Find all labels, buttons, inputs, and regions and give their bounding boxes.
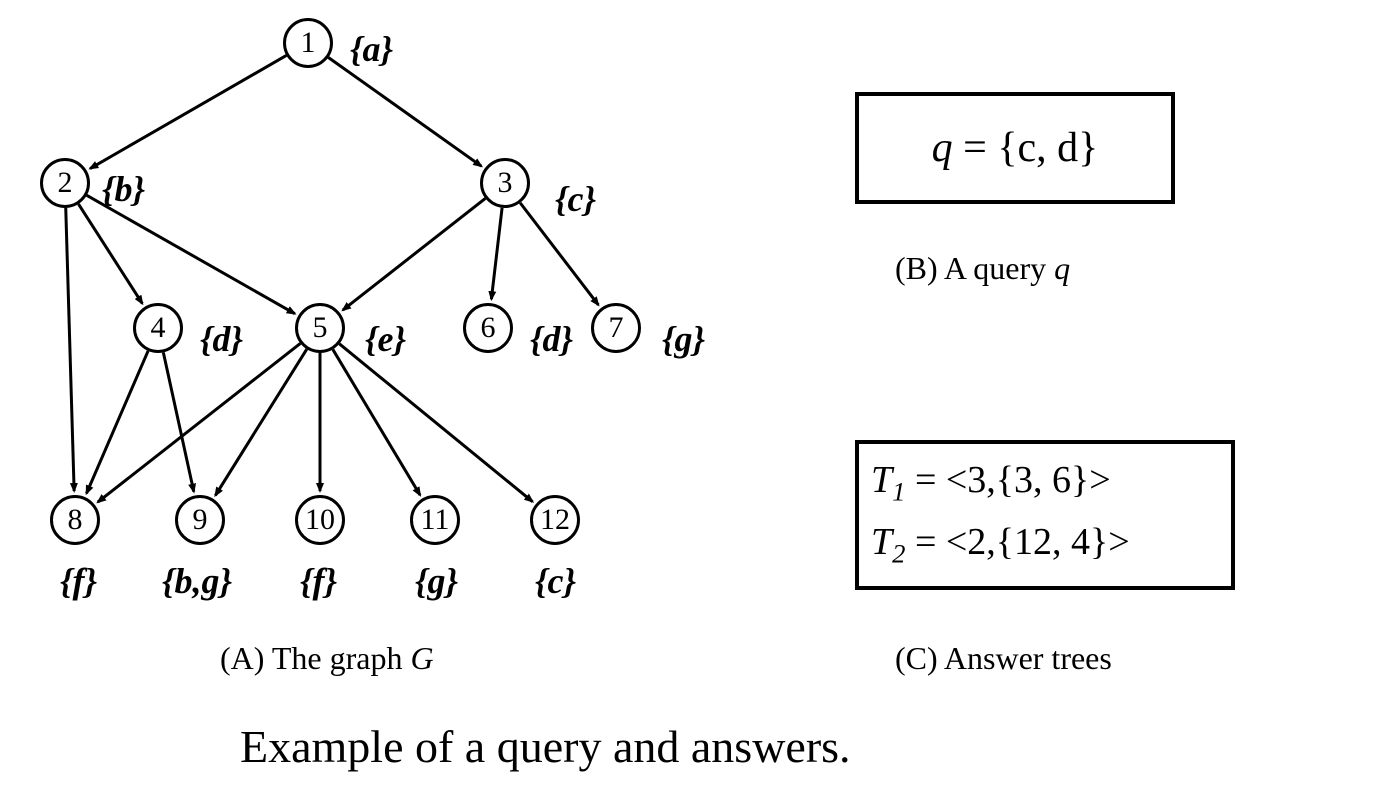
graph-node-3: 3 xyxy=(480,158,530,208)
edge-5-9 xyxy=(215,349,306,495)
graph-node-2: 2 xyxy=(40,158,90,208)
edge-4-8 xyxy=(87,351,149,493)
graph-node-label-6: {d} xyxy=(530,318,573,360)
graph-node-label-7: {g} xyxy=(662,318,705,360)
answer-rest: = <3,{3, 6}> xyxy=(905,459,1110,501)
answer-line-1: T1 = <3,{3, 6}> xyxy=(871,458,1111,508)
graph-node-7: 7 xyxy=(591,303,641,353)
graph-node-5: 5 xyxy=(295,303,345,353)
caption-a-text: (A) The graph xyxy=(220,640,410,676)
caption-b-text: (B) A query xyxy=(895,250,1054,286)
main-caption-text: Example of a query and answers. xyxy=(240,721,851,772)
graph-node-4: 4 xyxy=(133,303,183,353)
graph-node-label-11: {g} xyxy=(415,560,458,602)
graph-node-label-1: {a} xyxy=(350,28,393,70)
answer-sub: 1 xyxy=(892,477,905,507)
edge-2-8 xyxy=(66,208,74,491)
graph-node-label-4: {d} xyxy=(200,318,243,360)
query-var: q xyxy=(932,125,964,171)
answers-box: T1 = <3,{3, 6}>T2 = <2,{12, 4}> xyxy=(855,440,1235,590)
figure-container: 1 {a} 2 {b} 3 {c} 4 {d} 5 {e} 6 {d} 7 {g} 8 {f} 9 {b,g} 10… xyxy=(0,0,1385,792)
graph-node-label-2: {b} xyxy=(102,168,145,210)
graph-node-label-3: {c} xyxy=(555,178,596,220)
graph-node-label-12: {c} xyxy=(535,560,576,602)
graph-node-9: 9 xyxy=(175,495,225,545)
graph-node-11: 11 xyxy=(410,495,460,545)
graph-node-8: 8 xyxy=(50,495,100,545)
graph-node-label-8: {f} xyxy=(60,560,97,602)
caption-a: (A) The graph G xyxy=(220,640,434,677)
edge-3-6 xyxy=(491,208,502,299)
graph-node-label-10: {f} xyxy=(300,560,337,602)
edge-5-12 xyxy=(339,344,532,502)
query-rest: = {c, d} xyxy=(963,125,1098,171)
edge-1-2 xyxy=(90,55,286,168)
graph-node-label-5: {e} xyxy=(365,318,406,360)
graph-node-1: 1 xyxy=(283,18,333,68)
edge-4-9 xyxy=(163,352,193,491)
caption-a-var: G xyxy=(410,640,433,676)
query-formula: q = {c, d} xyxy=(932,124,1099,172)
caption-c-text: (C) Answer trees xyxy=(895,640,1112,676)
answer-var: T xyxy=(871,521,892,563)
graph-node-6: 6 xyxy=(463,303,513,353)
edge-5-8 xyxy=(98,343,300,502)
answer-line-2: T2 = <2,{12, 4}> xyxy=(871,520,1130,570)
main-caption: Example of a query and answers. xyxy=(240,720,851,773)
caption-b: (B) A query q xyxy=(895,250,1070,287)
query-box: q = {c, d} xyxy=(855,92,1175,204)
graph-edges xyxy=(0,0,1385,792)
answer-rest: = <2,{12, 4}> xyxy=(905,521,1129,563)
caption-b-var: q xyxy=(1054,250,1070,286)
answer-var: T xyxy=(871,459,892,501)
edge-3-5 xyxy=(343,198,485,310)
graph-node-label-9: {b,g} xyxy=(162,560,232,602)
answer-sub: 2 xyxy=(892,539,905,569)
graph-node-10: 10 xyxy=(295,495,345,545)
edge-5-11 xyxy=(333,349,420,495)
edge-2-4 xyxy=(78,204,142,304)
edge-1-3 xyxy=(328,57,481,166)
edge-2-5 xyxy=(87,195,295,313)
caption-c: (C) Answer trees xyxy=(895,640,1112,677)
graph-node-12: 12 xyxy=(530,495,580,545)
